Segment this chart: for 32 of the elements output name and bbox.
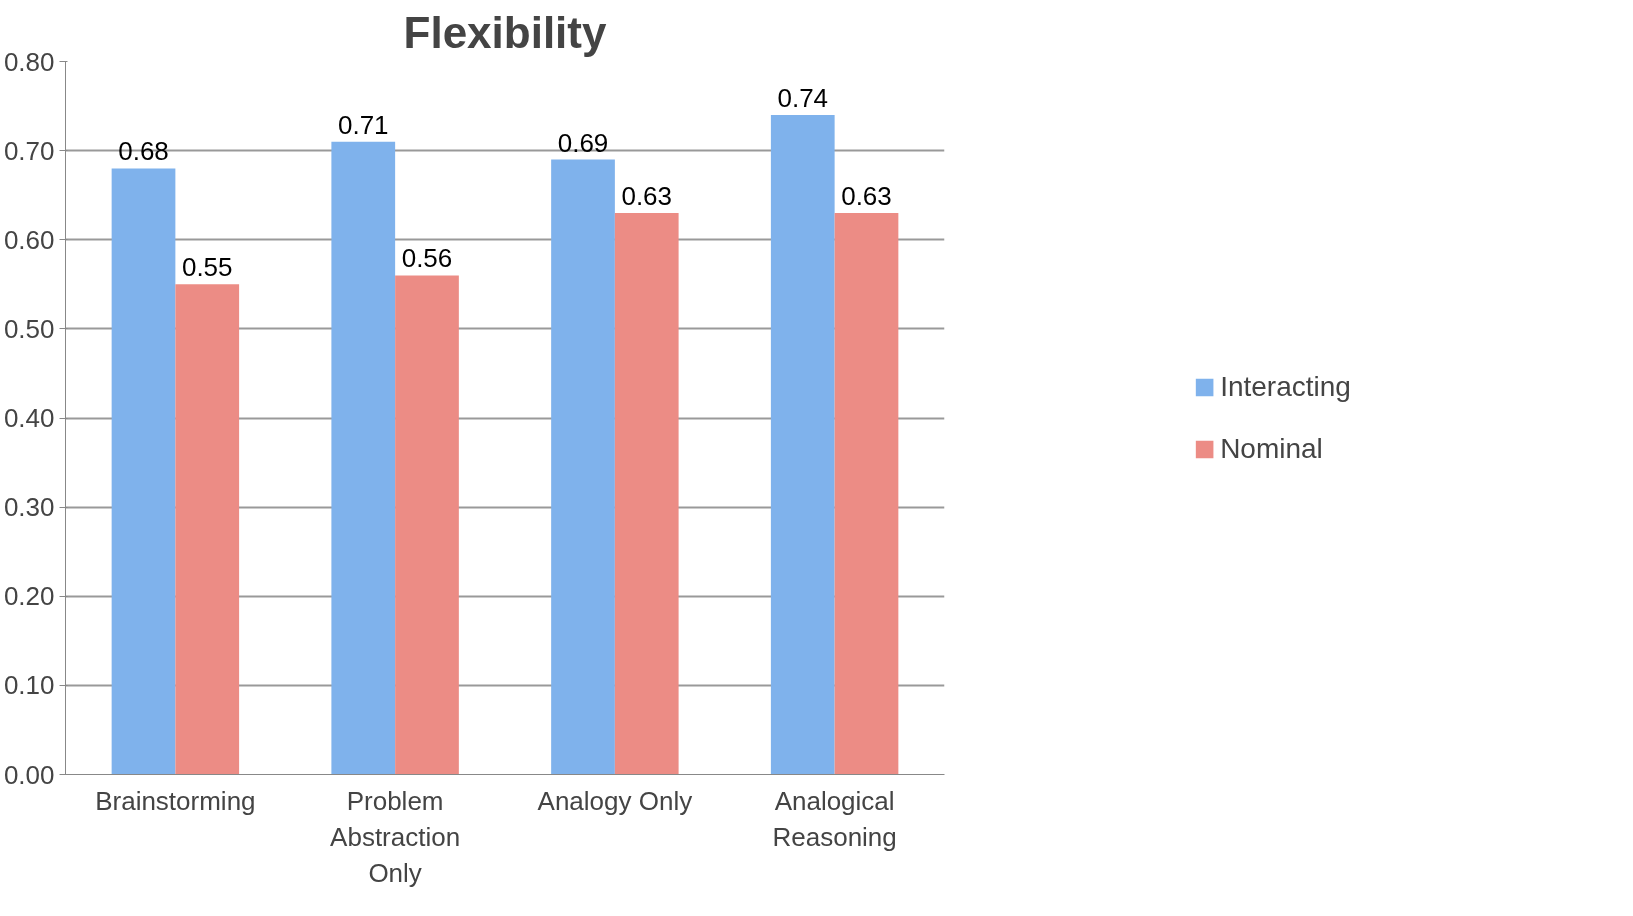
data-label: 0.69 xyxy=(557,127,609,158)
y-tick-label: 0.40 xyxy=(3,403,55,433)
legend-label: Nominal xyxy=(1220,432,1323,465)
bar xyxy=(111,168,176,775)
bar xyxy=(770,114,835,775)
y-tick-label: 0.10 xyxy=(3,670,55,701)
data-label: 0.71 xyxy=(337,109,389,140)
data-label: 0.55 xyxy=(181,252,233,283)
data-label: 0.74 xyxy=(777,82,829,113)
x-tick-label: Analogy Only xyxy=(537,785,693,816)
data-label: 0.63 xyxy=(621,181,673,212)
y-tick-label: 0.80 xyxy=(3,46,55,77)
bar xyxy=(834,213,899,775)
bar xyxy=(395,275,459,775)
bar xyxy=(331,141,396,775)
x-tick-label: Analogical Reasoning xyxy=(772,785,897,852)
y-tick-label: 0.30 xyxy=(3,492,55,523)
legend-label: Interacting xyxy=(1220,370,1351,403)
data-label: 0.56 xyxy=(401,243,453,274)
y-tick-label: 0.50 xyxy=(3,313,55,344)
y-tick-label: 0.60 xyxy=(3,224,55,255)
data-label: 0.63 xyxy=(841,181,892,212)
bar xyxy=(551,159,615,775)
chart-title: Flexibility xyxy=(403,7,607,57)
x-tick-label: Problem Abstraction Only xyxy=(330,785,461,888)
bar xyxy=(175,284,240,775)
bar xyxy=(614,213,679,775)
x-tick-label: Brainstorming xyxy=(95,785,256,816)
data-label: 0.68 xyxy=(118,136,169,167)
y-tick-label: 0.70 xyxy=(3,135,55,166)
y-tick-label: 0.20 xyxy=(3,581,55,612)
y-tick-label: 0.00 xyxy=(3,759,55,790)
